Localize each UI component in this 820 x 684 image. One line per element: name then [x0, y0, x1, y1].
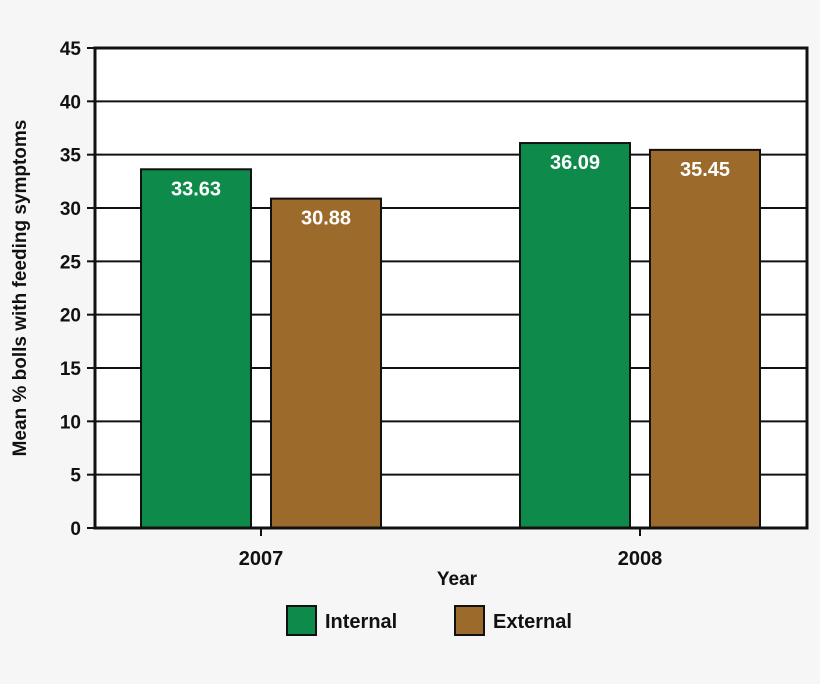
y-axis-title: Mean % bolls with feeding symptoms — [10, 120, 31, 457]
x-tick-label: 2008 — [618, 548, 663, 570]
x-axis-ticks: 2007 2008 — [239, 528, 663, 570]
y-tick-label: 25 — [60, 252, 82, 273]
plot-frame — [93, 46, 809, 530]
data-label-internal-2007: 33.63 — [171, 178, 221, 200]
legend-label-external: External — [493, 611, 572, 633]
y-tick-label: 35 — [60, 146, 82, 167]
x-axis-title: Year — [437, 569, 478, 590]
y-tick-label: 15 — [60, 359, 82, 380]
legend-swatch-external — [454, 605, 485, 636]
bar-external-2008 — [649, 148, 761, 529]
y-tick-label: 10 — [60, 412, 81, 433]
y-tick-label: 5 — [70, 466, 81, 487]
data-label-external-2008: 35.45 — [680, 159, 730, 181]
y-axis-ticks: 0 5 10 15 20 25 30 35 40 45 — [60, 39, 95, 540]
x-tick-label: 2007 — [239, 548, 284, 570]
data-label-external-2007: 30.88 — [301, 208, 351, 230]
legend-swatch-internal — [286, 605, 317, 636]
y-tick-label: 0 — [70, 519, 81, 540]
legend: Internal External — [286, 605, 572, 636]
y-tick-label: 20 — [60, 306, 81, 327]
data-label-internal-2008: 36.09 — [550, 152, 600, 174]
y-tick-label: 30 — [60, 199, 81, 220]
bar-internal-2007 — [140, 168, 252, 529]
y-tick-label: 40 — [60, 92, 81, 113]
bars: 33.63 30.88 36.09 35.45 — [140, 142, 761, 529]
bar-external-2007 — [270, 197, 382, 529]
bar-internal-2008 — [519, 142, 631, 529]
legend-label-internal: Internal — [325, 611, 397, 633]
y-tick-label: 45 — [60, 39, 82, 60]
